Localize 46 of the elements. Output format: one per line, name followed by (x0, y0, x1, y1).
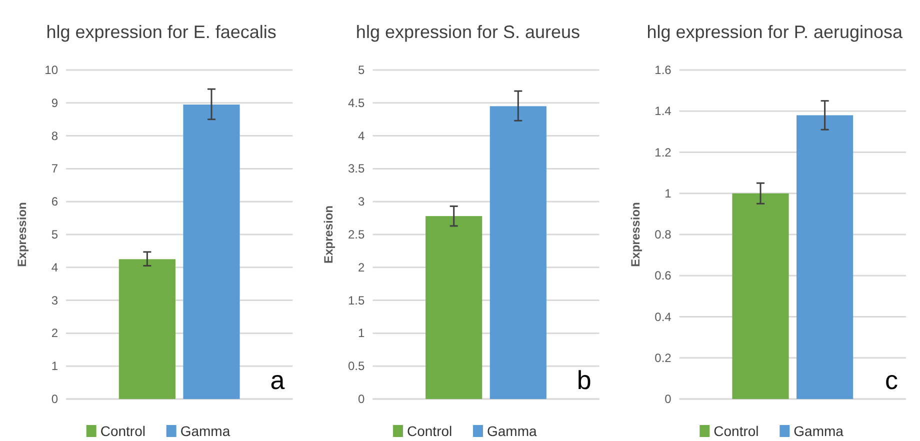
legend-label: Control (100, 423, 146, 439)
y-tick-label: 4 (358, 128, 365, 143)
annotation: a (270, 365, 286, 395)
y-tick-label: 5 (358, 63, 365, 77)
y-tick-label: 4 (51, 260, 58, 274)
y-tick-label: 6 (51, 194, 58, 209)
y-tick-label: 0 (664, 392, 672, 406)
legend-label: Gamma (180, 423, 230, 439)
y-tick-label: 7 (51, 162, 58, 176)
legend-label: Control (407, 423, 452, 439)
y-tick-label: 0 (51, 392, 58, 406)
y-tick-label: 4.5 (348, 96, 365, 110)
y-tick-label: 10 (44, 63, 58, 77)
annotation: c (885, 365, 898, 395)
legend-label: Control (714, 423, 759, 439)
y-tick-label: 1.4 (654, 104, 672, 118)
y-tick-label: 1 (358, 326, 365, 340)
y-tick-label: 1.6 (654, 63, 672, 77)
y-tick-label: 2 (51, 326, 58, 340)
y-tick-label: 0.2 (654, 350, 672, 365)
y-tick-label: 0.4 (654, 310, 672, 324)
y-axis-title: Expression (628, 202, 642, 267)
y-tick-label: 0 (358, 392, 365, 406)
y-tick-label: 1 (664, 186, 672, 200)
annotation: b (576, 365, 592, 395)
y-tick-label: 0.6 (654, 268, 672, 283)
chart-title: hlg expression for S. aureus (356, 22, 580, 42)
y-tick-label: 3.5 (348, 162, 365, 176)
y-tick-label: 5 (51, 228, 58, 242)
y-tick-label: 9 (51, 96, 58, 110)
legend-label: Gamma (794, 423, 844, 439)
y-tick-label: 1 (51, 359, 58, 374)
chart-title: hlg expression for E. faecalis (46, 22, 276, 42)
y-tick-label: 3 (51, 293, 58, 308)
y-tick-label: 1.2 (654, 145, 672, 160)
y-tick-label: 2.5 (348, 228, 365, 242)
y-tick-label: 1.5 (348, 293, 365, 308)
y-tick-label: 3 (358, 194, 365, 209)
y-tick-label: 8 (51, 128, 58, 143)
y-axis-title: Expresion (322, 205, 336, 264)
y-tick-label: 0.5 (348, 359, 365, 374)
y-tick-label: 2 (358, 260, 365, 274)
chart-title: hlg expression for P. aeruginosa (646, 22, 904, 42)
y-tick-label: 0.8 (654, 228, 672, 242)
y-axis-title: Expression (15, 202, 29, 267)
legend-label: Gamma (487, 423, 537, 439)
